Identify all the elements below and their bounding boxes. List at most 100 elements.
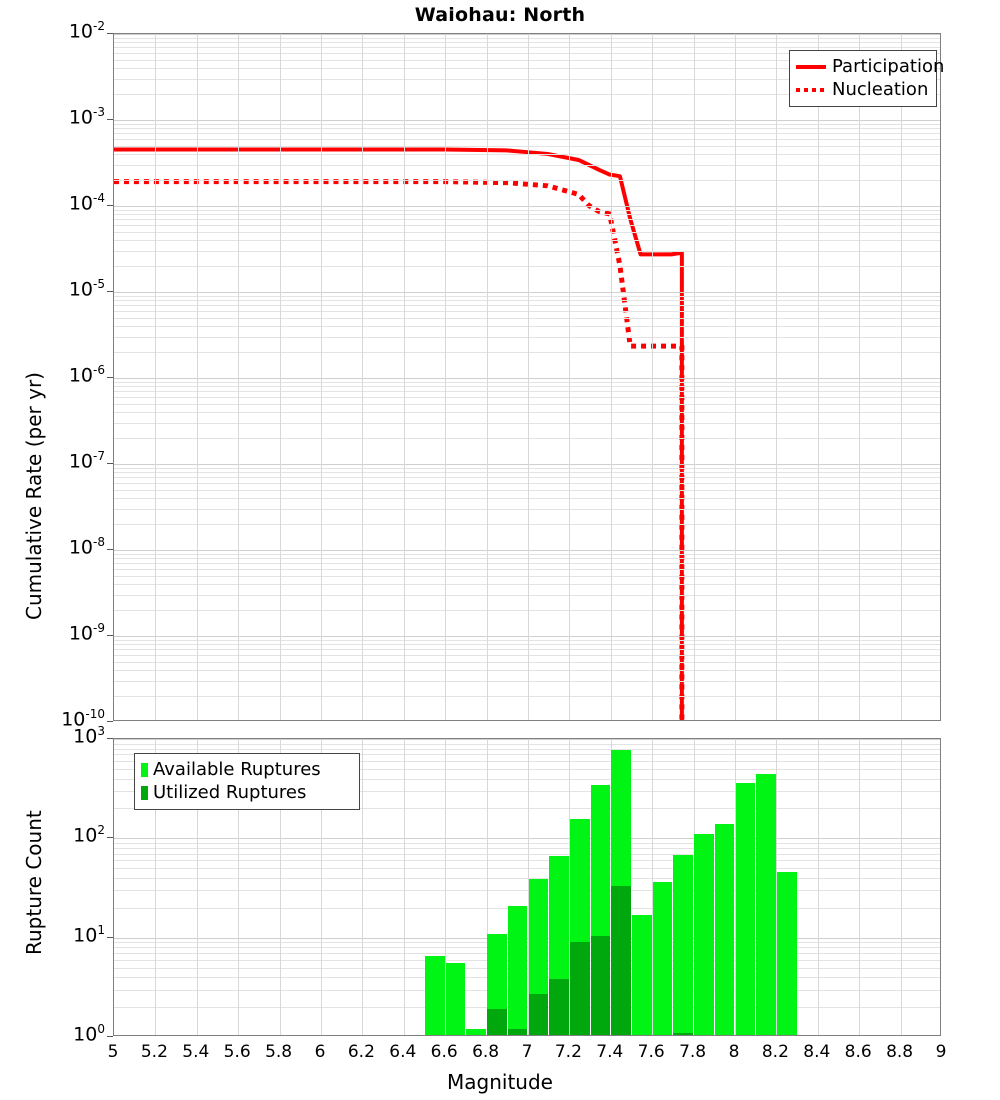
x-tick-label: 7.2 — [554, 1042, 582, 1062]
x-tick-label: 6 — [314, 1042, 326, 1062]
gridline-vertical — [652, 34, 653, 720]
legend-item-utilized-ruptures: Utilized Ruptures — [141, 781, 352, 804]
gridline — [114, 838, 940, 839]
curve-participation — [114, 147, 684, 720]
gridline-vertical — [197, 739, 198, 1035]
x-tick-label: 6.8 — [472, 1042, 500, 1062]
gridline — [114, 524, 940, 525]
x-tick-label: 7.6 — [637, 1042, 665, 1062]
gridline-vertical — [321, 739, 322, 1035]
gridline — [114, 120, 940, 121]
bar-available-ruptures — [776, 871, 797, 1035]
x-tick-label: 5.4 — [182, 1042, 210, 1062]
x-tick-label: 8.8 — [886, 1042, 914, 1062]
x-tick-label: 5 — [107, 1042, 119, 1062]
bar-utilized-ruptures — [611, 886, 631, 1035]
gridline-vertical — [901, 739, 902, 1035]
nucleation-dotted-line-icon — [796, 87, 826, 92]
gridline — [114, 681, 940, 682]
gridline-vertical — [859, 739, 860, 1035]
bar-available-ruptures — [632, 914, 652, 1035]
gridline-vertical — [445, 739, 446, 1035]
x-tick-label: 7.8 — [679, 1042, 707, 1062]
gridline — [114, 848, 940, 849]
bar-utilized-ruptures — [590, 935, 611, 1035]
gridline-vertical — [901, 34, 902, 720]
utilized-ruptures-swatch-icon — [141, 785, 148, 800]
gridline — [114, 300, 940, 301]
gridline-vertical — [155, 34, 156, 720]
gridline-vertical — [859, 34, 860, 720]
bottom-y-axis-title: Rupture Count — [22, 810, 46, 955]
bar-utilized-ruptures — [673, 1032, 694, 1035]
y-tick-label: 10-8 — [68, 535, 105, 559]
top-y-axis-title: Cumulative Rate (per yr) — [22, 372, 46, 620]
gridline-vertical — [735, 34, 736, 720]
bar-utilized-ruptures — [507, 1029, 528, 1035]
gridline — [114, 266, 940, 267]
gridline — [114, 595, 940, 596]
gridline-vertical — [362, 34, 363, 720]
x-tick-label: 5.6 — [223, 1042, 251, 1062]
rate-legend: Participation Nucleation — [789, 50, 944, 107]
gridline — [114, 225, 940, 226]
y-tick-label: 10-10 — [61, 707, 105, 731]
x-tick-label: 6.6 — [430, 1042, 458, 1062]
x-tick-label: 7 — [521, 1042, 533, 1062]
gridline — [114, 878, 940, 879]
x-tick-label: 9 — [935, 1042, 947, 1062]
legend-item-participation: Participation — [796, 55, 944, 78]
gridline — [114, 382, 940, 383]
y-tick-mark — [107, 635, 113, 636]
gridline — [114, 292, 940, 293]
participation-line-icon — [796, 64, 826, 69]
x-tick-label: 8 — [728, 1042, 740, 1062]
gridline-vertical — [404, 739, 405, 1035]
gridline — [114, 498, 940, 499]
gridline — [114, 468, 940, 469]
gridline — [114, 644, 940, 645]
y-tick-mark — [107, 205, 113, 206]
gridline — [114, 318, 940, 319]
bar-available-ruptures — [673, 854, 694, 1035]
y-tick-label: 10-3 — [68, 105, 105, 129]
x-tick-label: 8.2 — [761, 1042, 789, 1062]
gridline — [114, 397, 940, 398]
gridline — [114, 610, 940, 611]
gridline — [114, 139, 940, 140]
bar-available-ruptures — [425, 956, 445, 1035]
gridline — [114, 251, 940, 252]
gridline — [114, 232, 940, 233]
gridline-vertical — [569, 34, 570, 720]
legend-item-available-ruptures: Available Ruptures — [141, 758, 352, 781]
y-tick-mark — [107, 119, 113, 120]
gridline — [114, 868, 940, 869]
bar-available-ruptures — [735, 783, 756, 1035]
gridline — [114, 860, 940, 861]
gridline — [114, 490, 940, 491]
gridline — [114, 636, 940, 637]
gridline — [114, 483, 940, 484]
gridline — [114, 739, 940, 740]
gridline — [114, 378, 940, 379]
gridline-vertical — [280, 739, 281, 1035]
y-tick-mark — [107, 291, 113, 292]
bar-available-ruptures — [466, 1029, 487, 1035]
gridline-vertical — [818, 34, 819, 720]
bar-available-ruptures — [714, 823, 735, 1035]
gridline-vertical — [569, 739, 570, 1035]
gridline-vertical — [487, 739, 488, 1035]
gridline — [114, 240, 940, 241]
gridline — [114, 305, 940, 306]
gridline — [114, 584, 940, 585]
gridline-vertical — [197, 34, 198, 720]
gridline-vertical — [694, 34, 695, 720]
gridline — [114, 890, 940, 891]
gridline — [114, 391, 940, 392]
rate-plot-panel — [113, 33, 941, 721]
gridline-vertical — [611, 34, 612, 720]
gridline — [114, 744, 940, 745]
gridline-vertical — [155, 739, 156, 1035]
rate-curves — [114, 147, 685, 720]
